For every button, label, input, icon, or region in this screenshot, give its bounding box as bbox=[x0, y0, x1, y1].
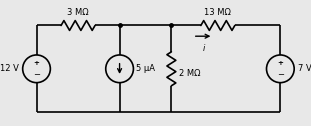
Text: 13 MΩ: 13 MΩ bbox=[204, 8, 231, 17]
Text: −: − bbox=[33, 71, 40, 80]
Text: −: − bbox=[277, 71, 284, 80]
Text: 5 μA: 5 μA bbox=[136, 64, 155, 73]
Text: $i$: $i$ bbox=[202, 42, 207, 53]
Text: 7 V: 7 V bbox=[298, 64, 311, 73]
Text: 2 MΩ: 2 MΩ bbox=[179, 69, 201, 78]
Text: +: + bbox=[34, 60, 39, 66]
Text: +: + bbox=[277, 60, 283, 66]
Text: 12 V: 12 V bbox=[0, 64, 19, 73]
Text: 3 MΩ: 3 MΩ bbox=[67, 8, 89, 17]
